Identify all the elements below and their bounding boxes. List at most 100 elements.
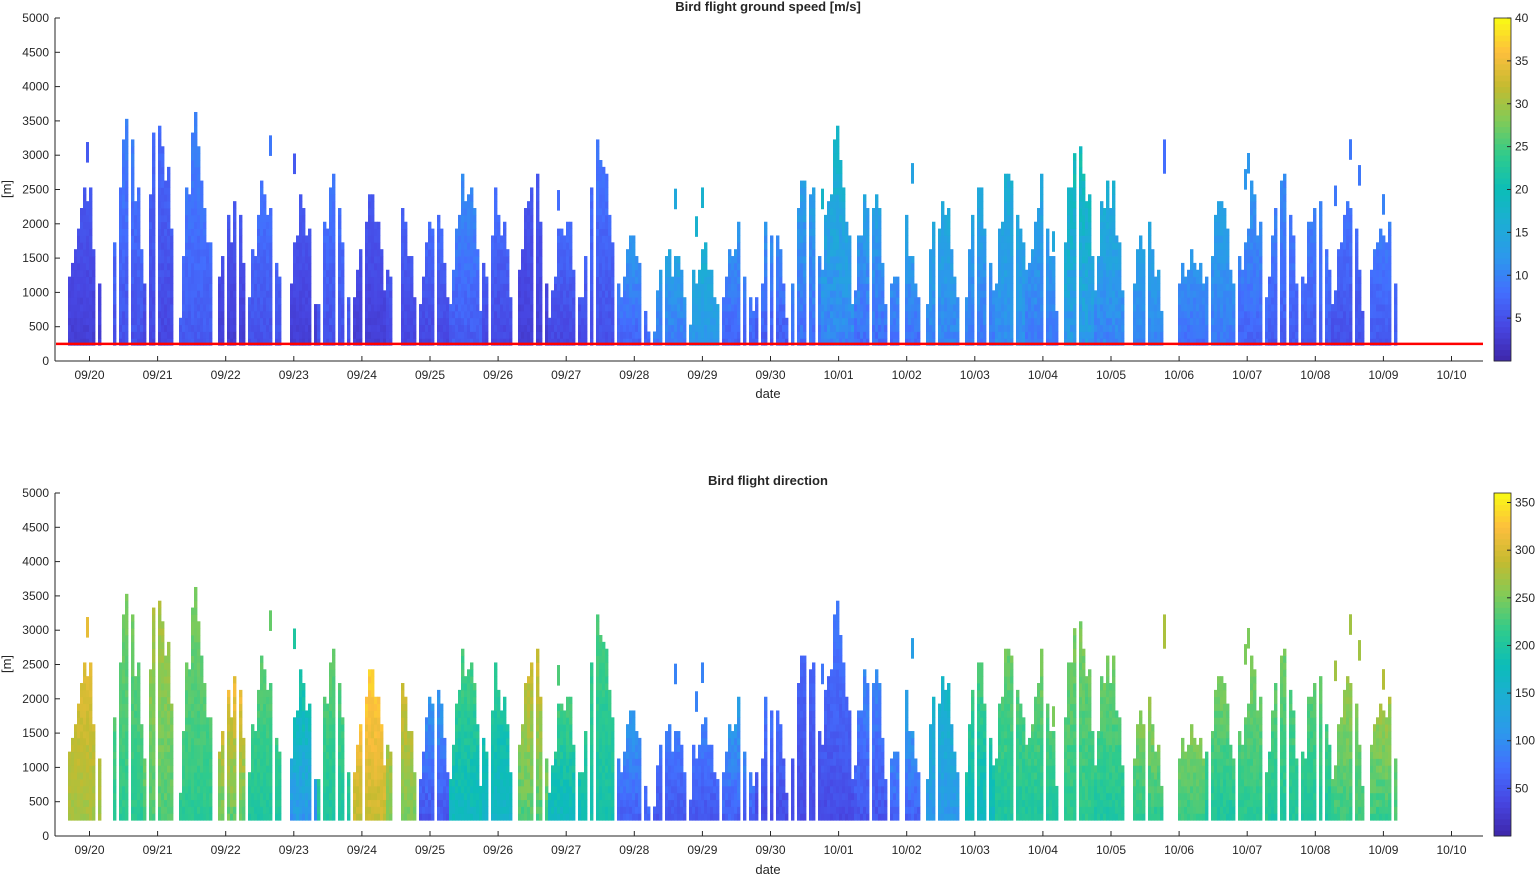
- heatmap-cell: [1223, 235, 1227, 243]
- heatmap-cell: [125, 180, 129, 188]
- heatmap-cell: [635, 310, 639, 319]
- heatmap-cell: [314, 317, 318, 326]
- heatmap-cell: [80, 262, 84, 271]
- heatmap-cell: [605, 173, 609, 181]
- heatmap-cell: [1211, 338, 1215, 346]
- heatmap-cell: [839, 180, 843, 188]
- heatmap-cell: [722, 317, 726, 326]
- heatmap-cell: [941, 214, 945, 223]
- heatmap-cell: [71, 290, 75, 298]
- heatmap-cell: [152, 194, 156, 202]
- heatmap-cell: [326, 310, 330, 319]
- heatmap-cell: [878, 269, 882, 278]
- heatmap-cell: [938, 242, 942, 250]
- heatmap-cell: [1178, 317, 1182, 326]
- heatmap-cell: [866, 317, 870, 326]
- heatmap-cell: [1073, 160, 1077, 168]
- heatmap-cell: [239, 228, 243, 236]
- heatmap-cell: [119, 310, 123, 319]
- heatmap-cell: [1199, 338, 1203, 346]
- heatmap-cell: [479, 338, 483, 346]
- heatmap-cell: [191, 269, 195, 278]
- heatmap-cell: [137, 187, 141, 195]
- heatmap-cell: [590, 338, 594, 346]
- heatmap-cell: [845, 235, 849, 243]
- heatmap-cell: [755, 331, 759, 339]
- heatmap-cell: [497, 235, 501, 243]
- heatmap-cell: [197, 283, 201, 291]
- heatmap-cell: [866, 235, 870, 243]
- heatmap-cell: [569, 310, 573, 319]
- heatmap-cell: [194, 256, 198, 264]
- heatmap-cell: [884, 324, 888, 332]
- heatmap-cell: [476, 317, 480, 326]
- heatmap-cell: [302, 214, 306, 223]
- heatmap-cell: [383, 317, 387, 326]
- heatmap-cell: [1010, 283, 1014, 291]
- heatmap-cell: [461, 235, 465, 243]
- heatmap-cell: [1004, 201, 1008, 209]
- heatmap-cell: [428, 283, 432, 291]
- heatmap-cell: [944, 249, 948, 257]
- heatmap-cell: [263, 297, 267, 305]
- heatmap-cell: [239, 214, 243, 223]
- heatmap-cell: [92, 338, 96, 346]
- heatmap-cell: [371, 331, 375, 339]
- heatmap-cell: [1214, 317, 1218, 326]
- heatmap-cell: [782, 310, 786, 319]
- heatmap-cell: [134, 249, 138, 257]
- heatmap-cell: [953, 310, 957, 319]
- heatmap-cell: [1010, 262, 1014, 271]
- heatmap-cell: [668, 310, 672, 319]
- heatmap-cell: [158, 187, 162, 195]
- heatmap-cell: [632, 235, 636, 243]
- heatmap-cell: [830, 297, 834, 305]
- heatmap-cell: [596, 153, 600, 161]
- heatmap-cell: [893, 297, 897, 305]
- heatmap-cell: [500, 249, 504, 257]
- heatmap-cell: [548, 338, 552, 346]
- heatmap-cell: [827, 201, 831, 209]
- heatmap-cell: [131, 249, 135, 257]
- heatmap-cell: [125, 139, 129, 147]
- heatmap-cell: [608, 310, 612, 319]
- heatmap-cell: [683, 297, 687, 305]
- heatmap-cell: [233, 276, 237, 284]
- heatmap-cell: [1109, 214, 1113, 223]
- heatmap-cell: [194, 194, 198, 202]
- heatmap-cell: [122, 304, 126, 312]
- heatmap-cell: [1028, 269, 1032, 278]
- heatmap-cell: [326, 331, 330, 339]
- heatmap-cell: [737, 221, 741, 230]
- heatmap-cell: [989, 331, 993, 339]
- heatmap-cell: [596, 297, 600, 305]
- heatmap-cell: [527, 249, 531, 257]
- heatmap-cell: [458, 235, 462, 243]
- heatmap-cell: [731, 290, 735, 298]
- heatmap-cell: [965, 310, 969, 319]
- heatmap-cell: [1115, 256, 1119, 264]
- heatmap-cell: [1118, 317, 1122, 326]
- heatmap-cell: [182, 324, 186, 332]
- heatmap-cell: [824, 324, 828, 332]
- heatmap-cell: [329, 269, 333, 278]
- heatmap-cell: [668, 249, 672, 257]
- heatmap-cell: [200, 228, 204, 236]
- heatmap-cell: [1181, 304, 1185, 312]
- heatmap-cell: [536, 187, 540, 195]
- heatmap-cell: [917, 324, 921, 332]
- heatmap-cell: [701, 283, 705, 291]
- heatmap-cell: [197, 208, 201, 216]
- heatmap-cell: [1253, 310, 1257, 319]
- heatmap-cell: [464, 310, 468, 319]
- heatmap-cell: [467, 228, 471, 236]
- heatmap-cell: [1040, 194, 1044, 202]
- heatmap-cell: [1004, 173, 1008, 181]
- heatmap-cell: [890, 310, 894, 319]
- heatmap-cell: [1079, 194, 1083, 202]
- heatmap-cell: [518, 324, 522, 332]
- heatmap-cell: [596, 180, 600, 188]
- heatmap-cell: [728, 324, 732, 332]
- heatmap-cell: [647, 338, 651, 346]
- heatmap-cell: [194, 111, 198, 120]
